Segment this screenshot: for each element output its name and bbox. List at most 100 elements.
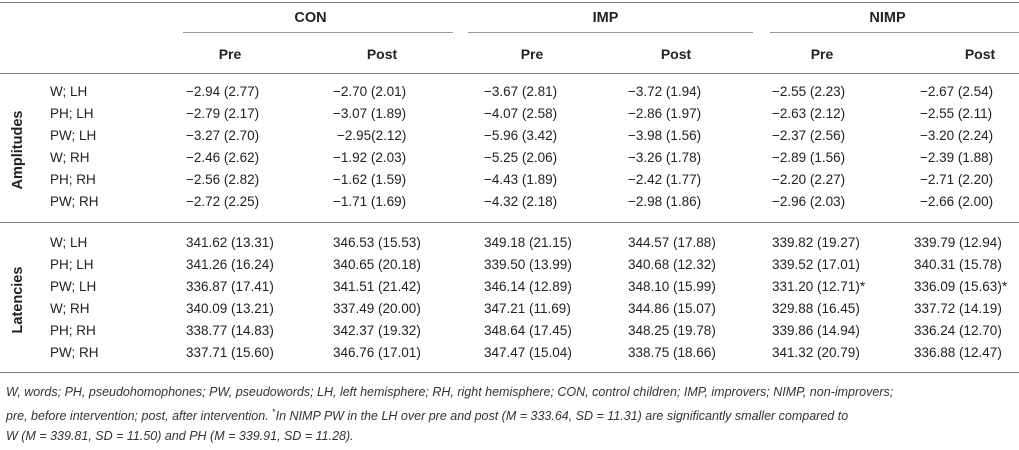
cell: −2.56 (2.82)	[186, 172, 260, 187]
cell: 340.65 (20.18)	[333, 257, 421, 272]
cell: −2.55 (2.11)	[920, 106, 993, 121]
subheader-con-pre: Pre	[218, 46, 242, 62]
cell: 348.64 (17.45)	[484, 323, 572, 338]
group-header-nimp: NIMP	[869, 10, 906, 26]
cell: −2.39 (1.88)	[920, 150, 994, 165]
cell: 346.76 (17.01)	[333, 345, 421, 360]
cell: −2.72 (2.25)	[186, 194, 260, 209]
cell: 344.57 (17.88)	[628, 235, 716, 250]
cell: 340.68 (12.32)	[628, 257, 716, 272]
group-header-imp: IMP	[592, 10, 619, 26]
table-row: PW; LH 336.87 (17.41) 341.51 (21.42) 346…	[0, 276, 1019, 297]
table-row: PH; RH 338.77 (14.83) 342.37 (19.32) 348…	[0, 320, 1019, 341]
cell: 337.72 (14.19)	[914, 301, 1002, 316]
cell: −2.20 (2.27)	[772, 172, 846, 187]
cell: 341.51 (21.42)	[333, 279, 421, 294]
cell: −2.98 (1.86)	[628, 194, 702, 209]
row-label: W; LH	[50, 235, 88, 250]
cell: −2.86 (1.97)	[628, 106, 702, 121]
cell: 338.77 (14.83)	[186, 323, 274, 338]
group-underline-nimp	[770, 32, 1019, 33]
table-row: W; RH 340.09 (13.21) 337.49 (20.00) 347.…	[0, 298, 1019, 319]
cell: −3.98 (1.56)	[628, 128, 702, 143]
table-row: W; LH 341.62 (13.31) 346.53 (15.53) 349.…	[0, 232, 1019, 253]
cell: −4.07 (2.58)	[484, 106, 558, 121]
cell: −5.96 (3.42)	[484, 128, 558, 143]
section-rule	[0, 222, 1019, 223]
group-underline-con	[183, 32, 453, 33]
cell: 339.86 (14.94)	[772, 323, 860, 338]
cell: 347.47 (15.04)	[484, 345, 572, 360]
footnote-asterisk: *	[272, 407, 276, 417]
cell: 348.25 (19.78)	[628, 323, 716, 338]
footnote-line-3: W (M = 339.81, SD = 11.50) and PH (M = 3…	[6, 429, 354, 444]
row-label: PH; LH	[50, 257, 94, 272]
cell: −1.62 (1.59)	[333, 172, 407, 187]
cell: −4.43 (1.89)	[484, 172, 558, 187]
cell: 336.24 (12.70)	[914, 323, 1002, 338]
row-label: PH; RH	[50, 172, 96, 187]
group-underline-imp	[468, 32, 753, 33]
header-rule	[0, 73, 1019, 74]
bottom-rule	[0, 372, 1019, 373]
cell: 336.88 (12.47)	[914, 345, 1002, 360]
cell: −2.71 (2.20)	[920, 172, 994, 187]
table-row: PW; RH 337.71 (15.60) 346.76 (17.01) 347…	[0, 342, 1019, 363]
cell: 336.09 (15.63)*	[914, 279, 1008, 294]
cell: 338.75 (18.66)	[628, 345, 716, 360]
cell: 341.32 (20.79)	[772, 345, 860, 360]
cell: −3.27 (2.70)	[186, 128, 260, 143]
row-label: PH; RH	[50, 323, 96, 338]
cell: −2.89 (1.56)	[772, 150, 846, 165]
table-row: W; LH −2.94 (2.77) −2.70 (2.01) −3.67 (2…	[0, 81, 1019, 102]
cell: 339.82 (19.27)	[772, 235, 860, 250]
cell: −2.70 (2.01)	[333, 84, 407, 99]
table-row: W; RH −2.46 (2.62) −1.92 (2.03) −5.25 (2…	[0, 147, 1019, 168]
table-row: PW; RH −2.72 (2.25) −1.71 (1.69) −4.32 (…	[0, 191, 1019, 212]
cell: −3.72 (1.94)	[628, 84, 702, 99]
cell: 349.18 (21.15)	[484, 235, 572, 250]
subheader-imp-post: Post	[660, 46, 692, 62]
table-row: PW; LH −3.27 (2.70) −2.95(2.12) −5.96 (3…	[0, 125, 1019, 146]
row-label: PW; LH	[50, 128, 97, 143]
cell: −1.71 (1.69)	[333, 194, 407, 209]
cell: 340.31 (15.78)	[914, 257, 1002, 272]
cell: 337.49 (20.00)	[333, 301, 421, 316]
cell: −2.79 (2.17)	[186, 106, 260, 121]
row-label: PH; LH	[50, 106, 94, 121]
cell: −2.96 (2.03)	[772, 194, 846, 209]
cell: 337.71 (15.60)	[186, 345, 274, 360]
cell: 346.14 (12.89)	[484, 279, 572, 294]
cell: 339.50 (13.99)	[484, 257, 572, 272]
cell: 340.09 (13.21)	[186, 301, 274, 316]
row-label: W; LH	[50, 84, 88, 99]
cell: −2.42 (1.77)	[628, 172, 702, 187]
cell: −3.20 (2.24)	[920, 128, 994, 143]
cell: −2.95(2.12)	[337, 128, 407, 143]
footnote-line-2: pre, before intervention; post, after in…	[6, 402, 1012, 426]
cell: −4.32 (2.18)	[484, 194, 558, 209]
cell: 329.88 (16.45)	[772, 301, 860, 316]
table-row: PH; LH −2.79 (2.17) −3.07 (1.89) −4.07 (…	[0, 103, 1019, 124]
table-row: PH; RH −2.56 (2.82) −1.62 (1.59) −4.43 (…	[0, 169, 1019, 190]
subheader-nimp-pre: Pre	[810, 46, 834, 62]
footnote-line-2-text: pre, before intervention; post, after in…	[6, 409, 273, 424]
cell: −3.67 (2.81)	[484, 84, 558, 99]
footnote-line-2-rest: In NIMP PW in the LH over pre and post (…	[275, 409, 849, 424]
row-label: PW; RH	[50, 194, 99, 209]
cell: 341.62 (13.31)	[186, 235, 274, 250]
table-footnote: W, words; PH, pseudohomophones; PW, pseu…	[6, 382, 1012, 446]
cell: −1.92 (2.03)	[333, 150, 407, 165]
cell: −2.94 (2.77)	[186, 84, 260, 99]
row-label: W; RH	[50, 301, 90, 316]
footnote-line-1: W, words; PH, pseudohomophones; PW, pseu…	[6, 385, 894, 399]
cell: 346.53 (15.53)	[333, 235, 421, 250]
cell: −2.67 (2.54)	[920, 84, 994, 99]
row-label: PW; LH	[50, 279, 97, 294]
top-rule	[0, 2, 1019, 3]
row-label: PW; RH	[50, 345, 99, 360]
cell: 331.20 (12.71)*	[772, 279, 866, 294]
cell: −3.26 (1.78)	[628, 150, 702, 165]
cell: −2.55 (2.23)	[772, 84, 846, 99]
